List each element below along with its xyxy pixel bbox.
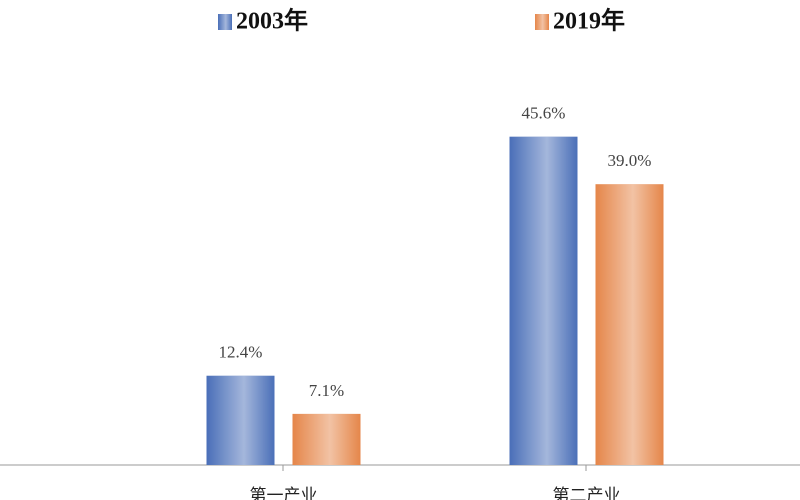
legend-label: 2003年 [236,7,308,35]
data-label: 12.4% [219,343,263,362]
bar-sheen [292,413,361,465]
legend-swatch-sheen [218,14,232,30]
data-label: 45.6% [522,104,566,123]
x-tick-label: 第一产业 [250,486,318,500]
bar-sheen [595,184,664,465]
data-label: 39.0% [608,151,652,170]
legend-label: 2019年 [553,7,625,35]
data-label: 7.1% [309,381,344,400]
bar-sheen [509,136,578,465]
bar-sheen [206,375,275,465]
x-tick-label: 第二产业 [553,486,621,500]
legend-swatch-sheen [535,14,549,30]
